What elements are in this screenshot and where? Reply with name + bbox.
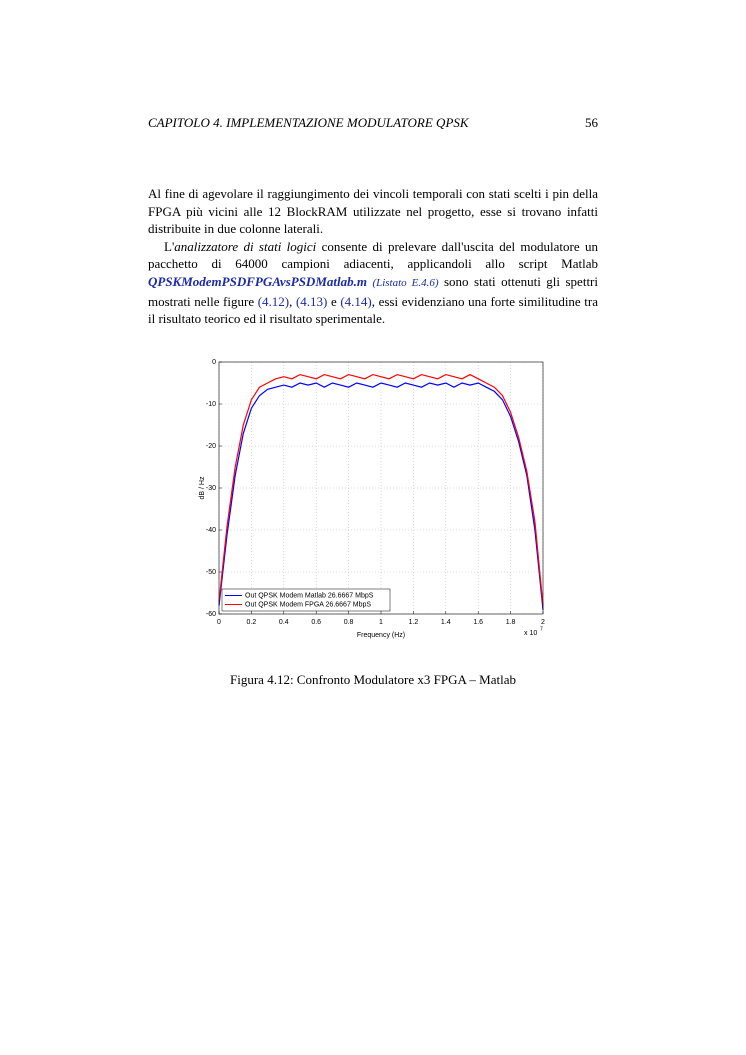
figure-ref[interactable]: (4.13) [295,293,328,309]
text: consente di prelevare dall'uscita del mo… [148,238,598,272]
x-tick-label: 0 [217,619,221,626]
paragraph: Al fine di agevolare il raggiungimento d… [148,186,598,237]
paragraph: L'analizzatore di stati logici consente … [148,238,598,328]
body-text: Al fine di agevolare il raggiungimento d… [148,185,598,328]
x-exponent: 7 [540,626,543,632]
plot-frame [218,361,544,615]
y-tick-label: 0 [212,359,216,366]
page-number: 56 [585,115,598,130]
legend-label: Out QPSK Modem FPGA 26.6667 MbpS [245,601,371,608]
x-tick-label: 0.4 [279,619,289,626]
x-tick-label: 1.8 [506,619,516,626]
header-title: CAPITOLO 4. IMPLEMENTAZIONE MODULATORE Q… [148,115,469,130]
figure-ref[interactable]: (4.14) [340,293,372,309]
legend-box [221,588,391,612]
x-axis-label: Frequency (Hz) [357,632,405,639]
text: , [289,293,293,309]
legend-label: Out QPSK Modem Matlab 26.6667 MbpS [245,592,374,599]
series-line [218,382,544,610]
figure-ref[interactable]: (4.12) [257,293,290,309]
x-tick-label: 1.2 [409,619,419,626]
y-tick-label: -10 [206,401,216,408]
chart: dB / Hz Frequency (Hz) x 10 7 0 -10 -20 -30… [199,359,545,639]
x-tick-label: 1 [379,619,383,626]
x-tick-label: 1.6 [473,619,483,626]
x-tick-label: 0.2 [247,619,257,626]
y-tick-label: -50 [206,569,216,576]
y-tick-label: -30 [206,485,216,492]
running-header: CAPITOLO 4. IMPLEMENTAZIONE MODULATORE Q… [148,115,598,131]
y-axis-label: dB / Hz [199,476,206,499]
script-link[interactable]: QPSKModemPSDFPGAvsPSDMatlab.m [148,273,367,289]
figure-caption: Figura 4.12: Confronto Modulatore x3 FPG… [230,672,516,687]
x-multiplier: x 10 [524,630,537,637]
listing-link[interactable]: (Listato E.4.6) [372,276,439,289]
text: L' [164,238,175,254]
emphasis: analizzatore di stati logici [174,238,317,254]
x-tick-label: 1.4 [441,619,451,626]
text: sono stati ottenuti gli spettri mostrati… [148,273,598,309]
y-tick-label: -60 [206,611,216,618]
text: e [330,293,337,309]
y-tick-label: -40 [206,527,216,534]
text: , essi evidenziano una forte similitudin… [148,293,598,327]
y-tick-label: -20 [206,443,216,450]
x-tick-label: 2 [541,619,545,626]
x-tick-label: 0.6 [311,619,321,626]
series-line [218,373,544,606]
x-tick-label: 0.8 [344,619,354,626]
